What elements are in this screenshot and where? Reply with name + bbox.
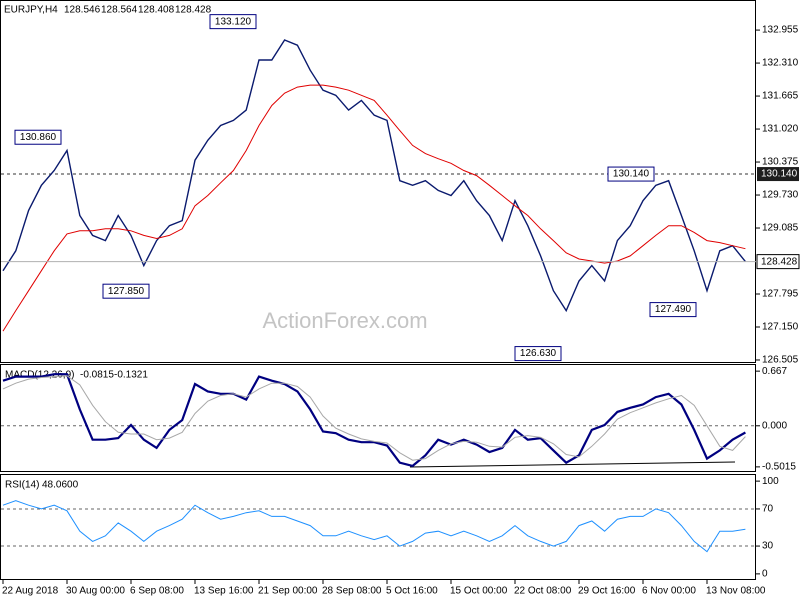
rsi-title: RSI(14): [5, 480, 39, 491]
hline-label: 130.140: [761, 169, 798, 180]
macd-panel: [0, 364, 756, 472]
high-value: 128.564: [101, 5, 138, 16]
x-tick-label: 6 Sep 08:00: [130, 586, 184, 597]
y-tick-label: 131.020: [762, 124, 799, 135]
macd-value: -0.0815: [80, 370, 114, 381]
price-panel: [0, 0, 756, 363]
macd-trendline: [409, 461, 736, 468]
y-tick-label: 127.795: [762, 289, 799, 300]
price-annotation-box: [649, 302, 697, 318]
y-tick-label: 129.730: [762, 190, 799, 201]
y-tick-label: 132.310: [762, 58, 799, 69]
rsi-panel: [0, 474, 756, 580]
price-annotation-box: [514, 346, 562, 362]
price-annotation-box: [607, 166, 655, 182]
price-annotation-box: [14, 129, 62, 145]
open-value: 128.546: [64, 5, 101, 16]
last-price-label: 128.428: [761, 256, 798, 267]
y-tick-label: 0.000: [762, 420, 787, 431]
price-annotation: 127.850: [108, 286, 145, 297]
y-tick-label: 30: [762, 541, 774, 552]
price-annotation: 126.630: [520, 348, 557, 359]
x-tick-label: 28 Sep 08:00: [322, 586, 382, 597]
y-tick-label: 126.505: [762, 355, 799, 366]
low-value: 128.408: [138, 5, 175, 16]
last-price-box: [756, 254, 800, 270]
price-annotation-box: [209, 14, 257, 30]
series-line: [2, 39, 746, 313]
y-tick-label: 132.955: [762, 25, 799, 36]
price-annotation: 130.140: [613, 169, 650, 180]
x-tick-label: 29 Oct 16:00: [578, 586, 636, 597]
symbol-title: EURJPY,H4: [4, 5, 58, 16]
series-line: [2, 500, 746, 553]
macd-title: MACD(12,26,9): [5, 370, 74, 381]
rsi-value: 48.0600: [42, 480, 79, 491]
x-tick-label: 13 Sep 16:00: [194, 586, 254, 597]
price-annotation: 133.120: [215, 16, 252, 27]
price-annotation: 130.860: [20, 132, 57, 143]
x-tick-label: 6 Nov 00:00: [642, 586, 696, 597]
x-tick-label: 22 Oct 08:00: [514, 586, 572, 597]
hline-label-box: [757, 167, 799, 182]
y-tick-label: 131.665: [762, 91, 799, 102]
x-tick-label: 30 Aug 00:00: [66, 586, 125, 597]
watermark: ActionForex.com: [262, 308, 427, 333]
y-tick-label: 129.085: [762, 223, 799, 234]
x-tick-label: 21 Sep 00:00: [258, 586, 318, 597]
y-tick-label: 100: [762, 476, 779, 487]
signal-value: -0.1321: [114, 370, 148, 381]
close-value: 128.428: [175, 5, 212, 16]
x-tick-label: 22 Aug 2018: [2, 586, 59, 597]
series-line: [2, 375, 746, 461]
y-tick-label: 130.375: [762, 157, 799, 168]
series-line: [2, 373, 746, 468]
y-tick-label: 70: [762, 504, 774, 515]
x-tick-label: 15 Oct 00:00: [450, 586, 508, 597]
series-line: [2, 84, 746, 332]
y-tick-label: 127.150: [762, 322, 799, 333]
price-annotation-box: [102, 283, 150, 299]
x-tick-label: 13 Nov 08:00: [706, 586, 766, 597]
x-tick-label: 5 Oct 16:00: [386, 586, 438, 597]
y-tick-label: 0.667: [762, 366, 787, 377]
y-tick-label: -0.5015: [762, 462, 796, 473]
y-tick-label: 0: [762, 569, 768, 580]
price-annotation: 127.490: [655, 304, 692, 315]
